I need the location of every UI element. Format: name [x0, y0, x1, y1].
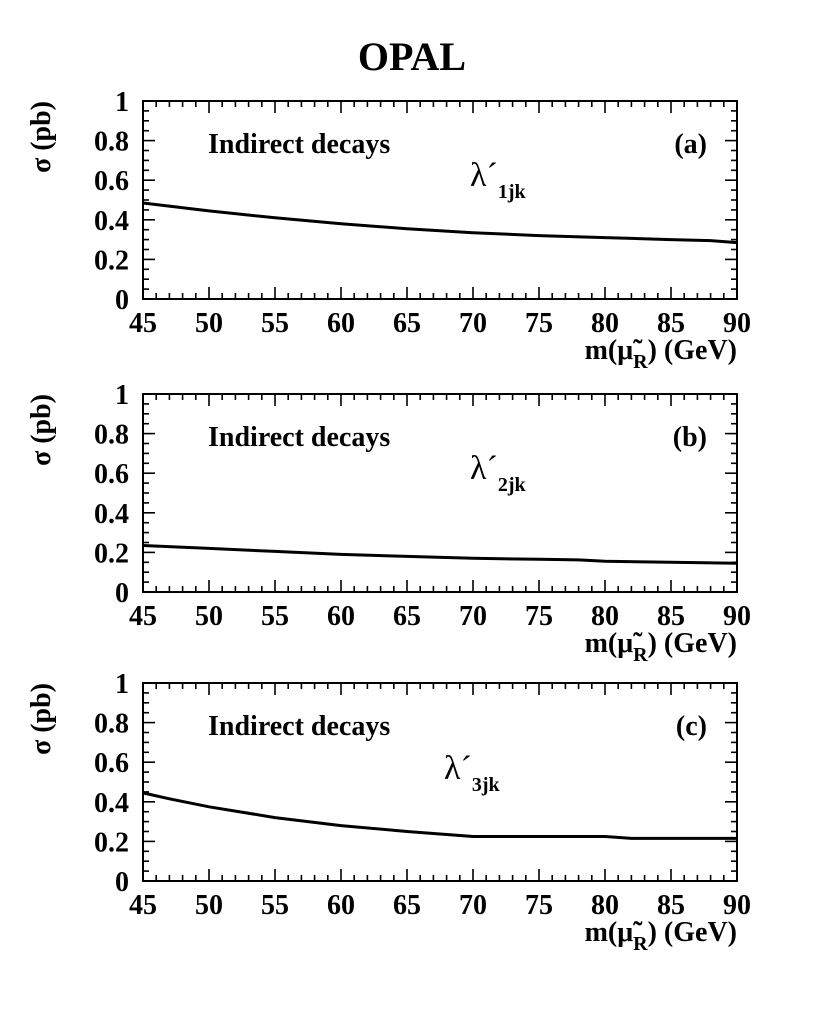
coupling-symbol: λ´ — [470, 450, 498, 487]
x-axis-title-main: m( — [585, 917, 618, 948]
y-tick-label: 0.2 — [94, 827, 129, 858]
x-tick-label: 55 — [261, 308, 289, 339]
cross-section-curve — [142, 544, 738, 565]
y-tick-label: 0.4 — [94, 499, 129, 530]
cross-section-curve — [142, 791, 737, 840]
x-tick-label: 90 — [723, 308, 751, 339]
x-tick-label: 80 — [591, 308, 619, 339]
x-tick-label: 85 — [657, 601, 685, 632]
y-tick-label: 0 — [115, 578, 129, 609]
x-tick-label: 75 — [525, 890, 553, 921]
coupling-subscript: 3jk — [472, 774, 501, 796]
x-tick-label: 70 — [459, 601, 487, 632]
x-tick-label: 45 — [129, 601, 157, 632]
x-tick-label: 70 — [459, 890, 487, 921]
x-tick-label: 65 — [393, 890, 421, 921]
annotation-indirect-decays: Indirect decays — [208, 129, 390, 160]
y-tick-label: 0.6 — [94, 459, 129, 490]
y-tick-label: 0.4 — [94, 206, 129, 237]
x-tick-label: 60 — [327, 601, 355, 632]
panel-label: (b) — [673, 422, 707, 453]
y-tick-label: 0.4 — [94, 788, 129, 819]
x-axis-title-sub: R — [633, 644, 648, 666]
x-tick-label: 75 — [525, 308, 553, 339]
y-tick-label: 0 — [115, 867, 129, 898]
y-tick-label: 0.8 — [94, 709, 129, 740]
x-tick-label: 60 — [327, 308, 355, 339]
x-tick-label: 50 — [195, 601, 223, 632]
x-tick-label: 55 — [261, 890, 289, 921]
x-tick-label: 55 — [261, 601, 289, 632]
y-axis-title: σ (pb) — [26, 683, 57, 755]
y-tick-label: 0.2 — [94, 538, 129, 569]
x-axis-title: m(μ̃R) (GeV) — [585, 335, 737, 373]
coupling-symbol: λ´ — [444, 750, 472, 787]
x-axis-title-units: ) (GeV) — [648, 917, 737, 948]
x-axis-title-units: ) (GeV) — [648, 628, 737, 659]
x-tick-label: 70 — [459, 308, 487, 339]
chart-panel-c: 45 50 55 60 65 70 75 80 85 90 0 0.2 0.4 0.6 0.8 1 σ (pb)… — [26, 669, 751, 955]
x-tick-label: 90 — [723, 601, 751, 632]
y-axis-title: σ (pb) — [26, 101, 57, 173]
x-axis-title-sub: R — [633, 933, 648, 955]
figure-title: OPAL — [358, 34, 466, 79]
x-tick-label: 65 — [393, 601, 421, 632]
y-tick-label: 0.8 — [94, 420, 129, 451]
y-tick-label: 1 — [115, 87, 129, 118]
x-axis-title-main: m( — [585, 628, 618, 659]
coupling-label: λ´1jk — [470, 157, 526, 203]
chart-panel-b: 45 50 55 60 65 70 75 80 85 90 0 0.2 0.4 0.6 0.8 1 σ (pb)… — [26, 380, 751, 666]
coupling-label: λ´2jk — [470, 450, 526, 496]
annotation-indirect-decays: Indirect decays — [208, 711, 390, 742]
x-tick-label: 75 — [525, 601, 553, 632]
cross-section-curve — [142, 201, 738, 245]
x-tick-label: 45 — [129, 890, 157, 921]
y-tick-label: 0 — [115, 285, 129, 316]
x-axis-title-sub: R — [633, 351, 648, 373]
x-tick-label: 90 — [723, 890, 751, 921]
y-tick-label: 1 — [115, 380, 129, 411]
y-tick-label: 1 — [115, 669, 129, 700]
y-tick-label: 0.2 — [94, 245, 129, 276]
y-axis-title: σ (pb) — [26, 394, 57, 466]
coupling-symbol: λ´ — [470, 157, 498, 194]
panel-label: (a) — [674, 129, 707, 160]
annotation-indirect-decays: Indirect decays — [208, 422, 390, 453]
x-tick-label: 80 — [591, 890, 619, 921]
x-tick-label: 65 — [393, 308, 421, 339]
x-axis-title: m(μ̃R) (GeV) — [585, 917, 737, 955]
y-tick-label: 0.8 — [94, 127, 129, 158]
x-axis-title-units: ) (GeV) — [648, 335, 737, 366]
coupling-label: λ´3jk — [444, 750, 500, 796]
panel-label: (c) — [676, 711, 707, 742]
x-tick-label: 85 — [657, 890, 685, 921]
x-tick-label: 80 — [591, 601, 619, 632]
x-tick-label: 50 — [195, 308, 223, 339]
x-tick-label: 50 — [195, 890, 223, 921]
y-tick-label: 0.6 — [94, 748, 129, 779]
x-axis-title-main: m( — [585, 335, 618, 366]
y-tick-label: 0.6 — [94, 166, 129, 197]
coupling-subscript: 1jk — [498, 181, 527, 203]
panels: 45 50 55 60 65 70 75 80 85 90 0 0.2 0.4 0.6 0.8 1 σ (pb)… — [26, 87, 751, 955]
x-tick-label: 60 — [327, 890, 355, 921]
chart-panel-a: 45 50 55 60 65 70 75 80 85 90 0 0.2 0.4 0.6 0.8 1 σ (pb)… — [26, 87, 751, 373]
x-tick-label: 45 — [129, 308, 157, 339]
coupling-subscript: 2jk — [498, 474, 527, 496]
x-tick-label: 85 — [657, 308, 685, 339]
x-axis-title: m(μ̃R) (GeV) — [585, 628, 737, 666]
